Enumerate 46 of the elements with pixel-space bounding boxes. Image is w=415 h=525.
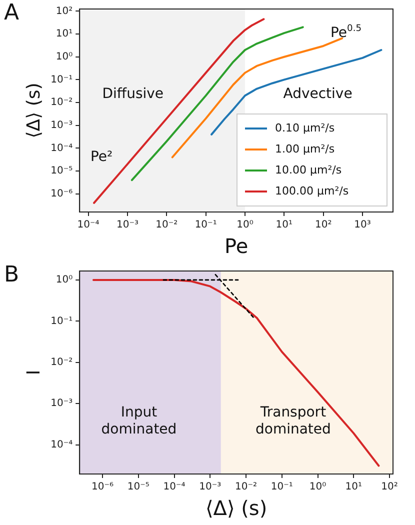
x-tick-label: 10⁰ [309,482,326,493]
x-tick-label: 10¹ [276,220,293,231]
x-tick-label: 10¹ [345,482,362,493]
y-axis-title: ⟨Δ⟩ (s) [23,82,44,138]
y-tick-label: 10⁻³ [50,398,73,410]
annotation: Advective [283,86,352,102]
y-tick-label: 10⁻¹ [50,74,73,86]
y-tick-label: 10⁻⁴ [50,142,73,154]
y-tick-label: 10² [56,6,73,17]
x-tick-label: 10⁻¹ [270,482,293,493]
y-tick-label: 10⁻³ [50,120,73,131]
x-tick-label: 10⁻² [156,220,178,231]
x-tick-label: 10² [381,482,398,493]
y-tick-label: 10⁻⁵ [50,166,73,177]
x-tick-label: 10⁻³ [116,220,138,231]
x-tick-label: 10⁻¹ [194,220,217,231]
band-label: Input dominated [101,404,177,438]
y-tick-label: 10¹ [56,28,73,40]
text: A [4,0,20,26]
band-label: Transport dominated [255,404,331,438]
y-tick-label: 10⁻² [50,97,73,108]
x-tick-label: 10⁻⁴ [77,220,100,231]
legend-label: 10.00 μm²/s [275,163,342,176]
legend-label: 0.10 μm²/s [275,121,335,134]
x-tick-label: 10⁻⁶ [92,482,114,493]
legend-label: 100.00 μm²/s [275,184,349,198]
y-tick-label: 10⁰ [56,274,73,286]
y-tick-label: 10⁻⁶ [50,188,73,200]
x-tick-label: 10⁻³ [199,482,222,493]
x-tick-label: 10² [314,220,332,231]
annotation: Diffusive [102,86,164,102]
y-tick-label: 10⁻⁴ [50,439,73,450]
text: B [4,262,20,288]
x-tick-label: 10⁻² [235,482,258,493]
x-tick-label: 10⁻⁴ [163,482,186,493]
x-axis-title: ⟨Δ⟩ (s) [205,496,268,520]
x-tick-label: 10⁰ [236,220,254,231]
y-tick-label: 10⁰ [56,51,73,62]
x-tick-label: 10³ [354,220,371,231]
x-axis-title: Pe [224,234,248,258]
annotation: Pe² [90,148,113,165]
legend-label: 1.00 μm²/s [275,142,335,156]
y-tick-label: 10⁻² [50,356,73,368]
y-axis-title: I [23,370,44,376]
x-tick-label: 10⁻⁵ [127,482,150,493]
y-tick-label: 10⁻¹ [50,316,73,327]
